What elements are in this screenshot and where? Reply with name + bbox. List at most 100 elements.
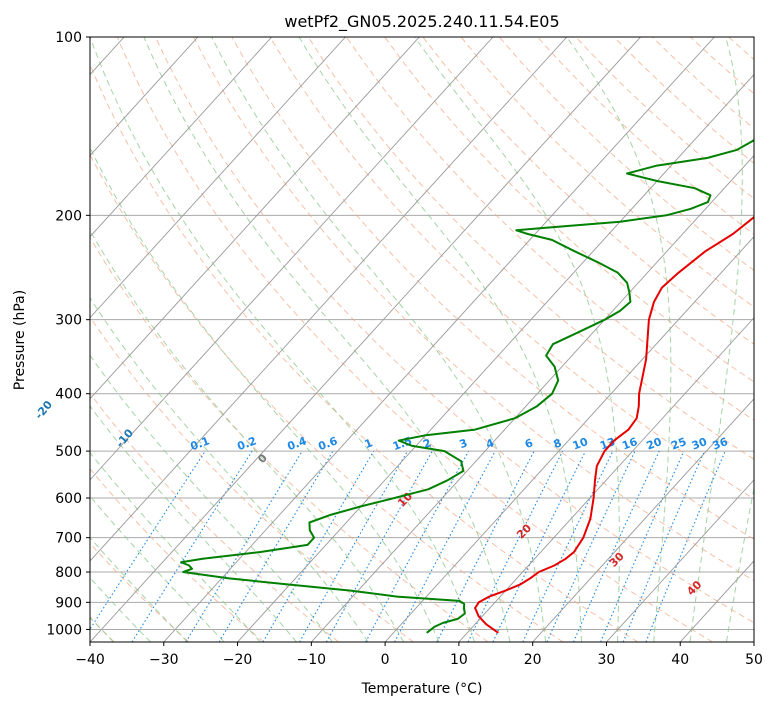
mixing-ratio-label: 3: [458, 436, 470, 451]
dry-adiabat: [90, 542, 190, 642]
moist-adiabat: [90, 495, 225, 642]
dry-adiabat: [90, 63, 639, 642]
moist-adiabat: [689, 37, 743, 642]
mixing-ratio-label: 0.4: [286, 434, 309, 453]
moist-adiabat: [90, 37, 475, 642]
line-labels: 0.10.20.40.611.52346810131620253036-100-…: [32, 398, 730, 598]
mixing-ratio-line: [546, 450, 636, 642]
isotherm: [90, 37, 568, 562]
mixing-ratio-label: 0.6: [316, 434, 339, 453]
mixing-ratio-label: 1.5: [391, 434, 414, 453]
x-axis-label: Temperature (°C): [361, 681, 483, 697]
chart-title: wetPf2_GN05.2025.240.11.54.E05: [284, 12, 559, 32]
dry-adiabat: [575, 37, 754, 200]
y-tick-label: 500: [55, 444, 82, 460]
isotherm: [237, 73, 754, 642]
y-tick-label: 900: [55, 595, 82, 611]
mixing-ratio-label: 1: [363, 436, 375, 451]
isotherm: [90, 37, 420, 400]
x-tick-label: −20: [223, 652, 253, 668]
isotherms: [90, 37, 754, 642]
mixing-ratio-line: [522, 450, 614, 642]
mixing-ratio-label: 13: [598, 435, 617, 452]
mixing-ratio-line: [299, 450, 408, 642]
dry-adiabat: [90, 467, 265, 642]
moist-adiabat: [90, 354, 333, 642]
mixing-ratio-label: 0.1: [189, 434, 212, 453]
x-ticks: −40 −30 −20 −10 0 10 20 30 40 50: [75, 642, 763, 668]
dry-adiabat: [384, 37, 754, 383]
mixing-ratio-label: 4: [484, 436, 496, 451]
dry-adiabat: [460, 37, 754, 308]
mixing-ratio-label: 8: [552, 436, 564, 451]
moist-adiabat-label: 40: [684, 578, 704, 598]
y-tick-label: 200: [55, 208, 82, 224]
y-tick-label: 100: [55, 30, 82, 46]
moist-adiabat: [90, 146, 440, 642]
mixing-ratio-label: 6: [523, 436, 535, 451]
dewpoint-profile: [180, 138, 754, 634]
mixing-ratio-label: 30: [690, 435, 709, 453]
mixing-ratio-line: [572, 450, 660, 642]
dry-adiabat: [690, 37, 754, 95]
moist-adiabat: [726, 485, 754, 642]
mixing-ratio-label: 36: [711, 435, 730, 453]
x-tick-label: −30: [149, 652, 179, 668]
mixing-ratio-line: [365, 450, 470, 642]
isotherm: [163, 37, 715, 642]
moist-adiabat: [566, 37, 672, 642]
mixing-ratio-line: [467, 450, 564, 642]
dry-adiabat-label: -20: [32, 398, 55, 422]
y-tick-label: 300: [55, 313, 82, 329]
moist-adiabat: [143, 37, 511, 642]
isotherm: [606, 479, 754, 642]
isotherm: [90, 37, 494, 481]
isotherm: [90, 37, 199, 157]
isotherm: [90, 37, 273, 238]
y-ticks: 100 200 300 400 500 600 700 800 900 1000: [46, 30, 90, 638]
moist-adiabat: [90, 405, 297, 642]
grid: [90, 37, 754, 630]
mixing-ratio-line: [185, 450, 303, 642]
isotherm: [753, 641, 754, 642]
y-tick-label: 600: [55, 491, 82, 507]
dry-adiabat: [90, 315, 414, 642]
dry-adiabat: [767, 37, 775, 642]
isotherm: [90, 37, 641, 642]
dry-adiabat: [269, 37, 754, 500]
x-tick-label: 0: [381, 652, 390, 668]
dry-adiabat: [90, 236, 489, 642]
mixing-ratio-label: 10: [571, 435, 590, 453]
mixing-ratio-line: [645, 450, 726, 642]
isotherm: [90, 37, 346, 319]
dry-adiabat: [154, 37, 754, 624]
moist-adiabat-label: 30: [607, 549, 627, 569]
moist-adiabat: [90, 296, 369, 642]
moist-adiabat: [90, 451, 261, 642]
y-axis-label: Pressure (hPa): [12, 290, 28, 390]
mixing-ratio-label: 2: [421, 436, 433, 451]
mixing-ratio-label: 25: [669, 435, 688, 452]
x-tick-label: 40: [671, 652, 689, 668]
profiles: [180, 138, 754, 634]
y-tick-label: 700: [55, 531, 82, 547]
mixing-ratio-line: [436, 450, 535, 642]
dry-adiabat: [728, 37, 754, 61]
y-tick-label: 400: [55, 387, 82, 403]
moist-adiabat: [298, 37, 582, 642]
dry-adiabat: [90, 392, 339, 642]
y-tick-label: 1000: [46, 622, 82, 638]
mixing-ratio-line: [131, 450, 253, 642]
x-tick-label: −10: [297, 652, 327, 668]
dry-adiabat: [90, 153, 564, 642]
dry-adiabats: [90, 37, 775, 642]
mixing-ratio-line: [262, 450, 375, 642]
temperature-profile: [474, 215, 754, 634]
mixing-ratio-label: 20: [645, 435, 664, 453]
dry-adiabat: [116, 37, 713, 642]
x-tick-label: 20: [524, 652, 542, 668]
mixing-ratio-line: [394, 450, 496, 642]
x-tick-label: −40: [75, 652, 105, 668]
y-tick-label: 800: [55, 565, 82, 581]
